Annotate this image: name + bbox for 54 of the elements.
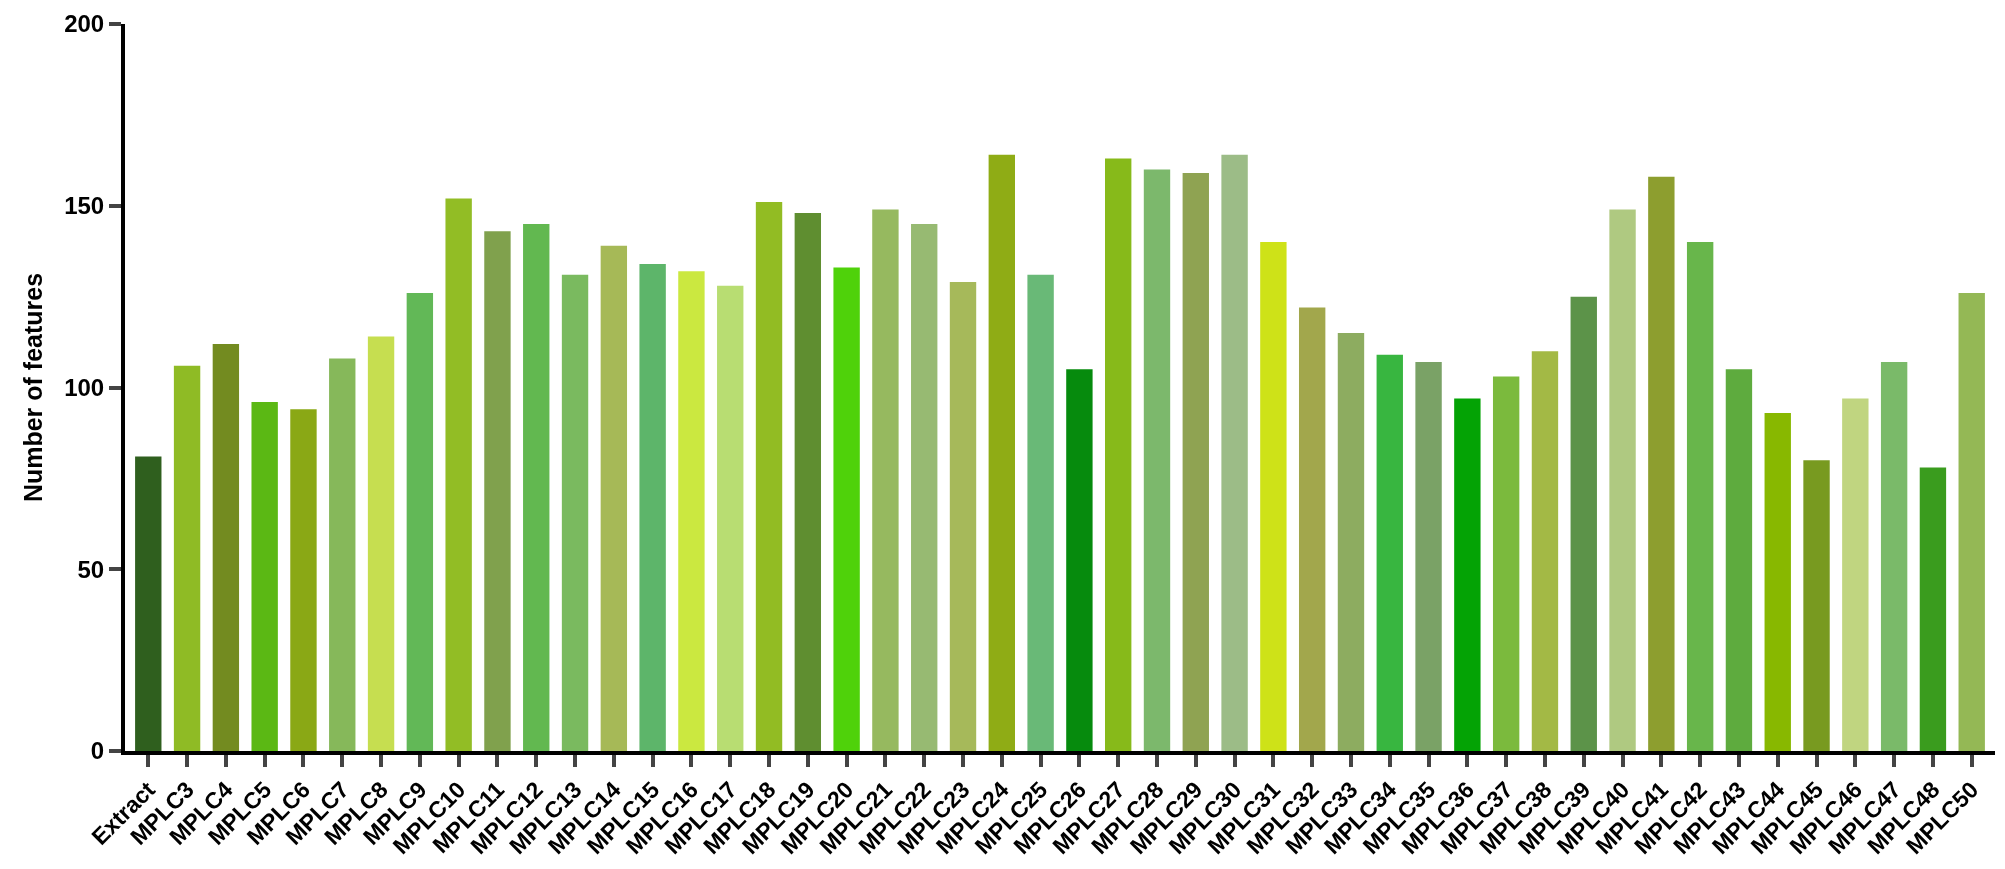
- bar: [639, 263, 666, 751]
- bar: [1066, 369, 1093, 751]
- y-tick-label: 200: [64, 10, 105, 38]
- bar: [1919, 467, 1947, 751]
- bar: [872, 209, 899, 751]
- bar: [1337, 332, 1365, 751]
- y-axis-title: Number of features: [19, 272, 48, 503]
- bar: [1105, 158, 1132, 751]
- bar: [794, 213, 822, 751]
- bar: [251, 402, 278, 751]
- bar: [600, 245, 628, 751]
- bar: [1531, 351, 1559, 751]
- bar: [561, 274, 589, 751]
- bar: [484, 231, 511, 751]
- y-tick-label: 150: [64, 192, 105, 220]
- bar: [1221, 154, 1248, 751]
- bar: [1764, 412, 1791, 751]
- bar: [717, 285, 744, 751]
- bar: [678, 271, 705, 751]
- bar: [988, 154, 1015, 751]
- y-tick-label: 50: [77, 555, 105, 583]
- bar: [329, 358, 356, 751]
- bar: [1609, 209, 1636, 751]
- bar: [1376, 354, 1403, 751]
- bar: [1803, 460, 1830, 751]
- bar: [1260, 242, 1287, 751]
- bar: [1027, 274, 1054, 751]
- bar: [1725, 369, 1753, 751]
- bar: [911, 223, 938, 751]
- bar: [367, 336, 395, 751]
- bar: [1686, 242, 1714, 751]
- bar: [523, 223, 550, 751]
- bar: [1415, 362, 1442, 751]
- bar: [1143, 169, 1171, 751]
- bar: [135, 456, 162, 751]
- bar: [406, 292, 434, 751]
- y-tick-label: 100: [64, 373, 105, 401]
- bar: [290, 409, 317, 751]
- bar: [1880, 362, 1908, 751]
- bar: [755, 202, 783, 751]
- bar: [1648, 176, 1675, 751]
- bar: [212, 343, 240, 751]
- bar: [949, 282, 977, 751]
- bar: [1454, 398, 1481, 751]
- bar: [1492, 376, 1520, 751]
- bar: [173, 365, 201, 751]
- bar: [833, 267, 860, 751]
- bar: [1958, 292, 1985, 751]
- bar: [445, 198, 472, 751]
- bar: [1182, 173, 1209, 751]
- y-tick-label: 0: [90, 737, 105, 765]
- bar: [1570, 296, 1597, 751]
- bar: [1842, 398, 1869, 751]
- bar: [1298, 307, 1326, 751]
